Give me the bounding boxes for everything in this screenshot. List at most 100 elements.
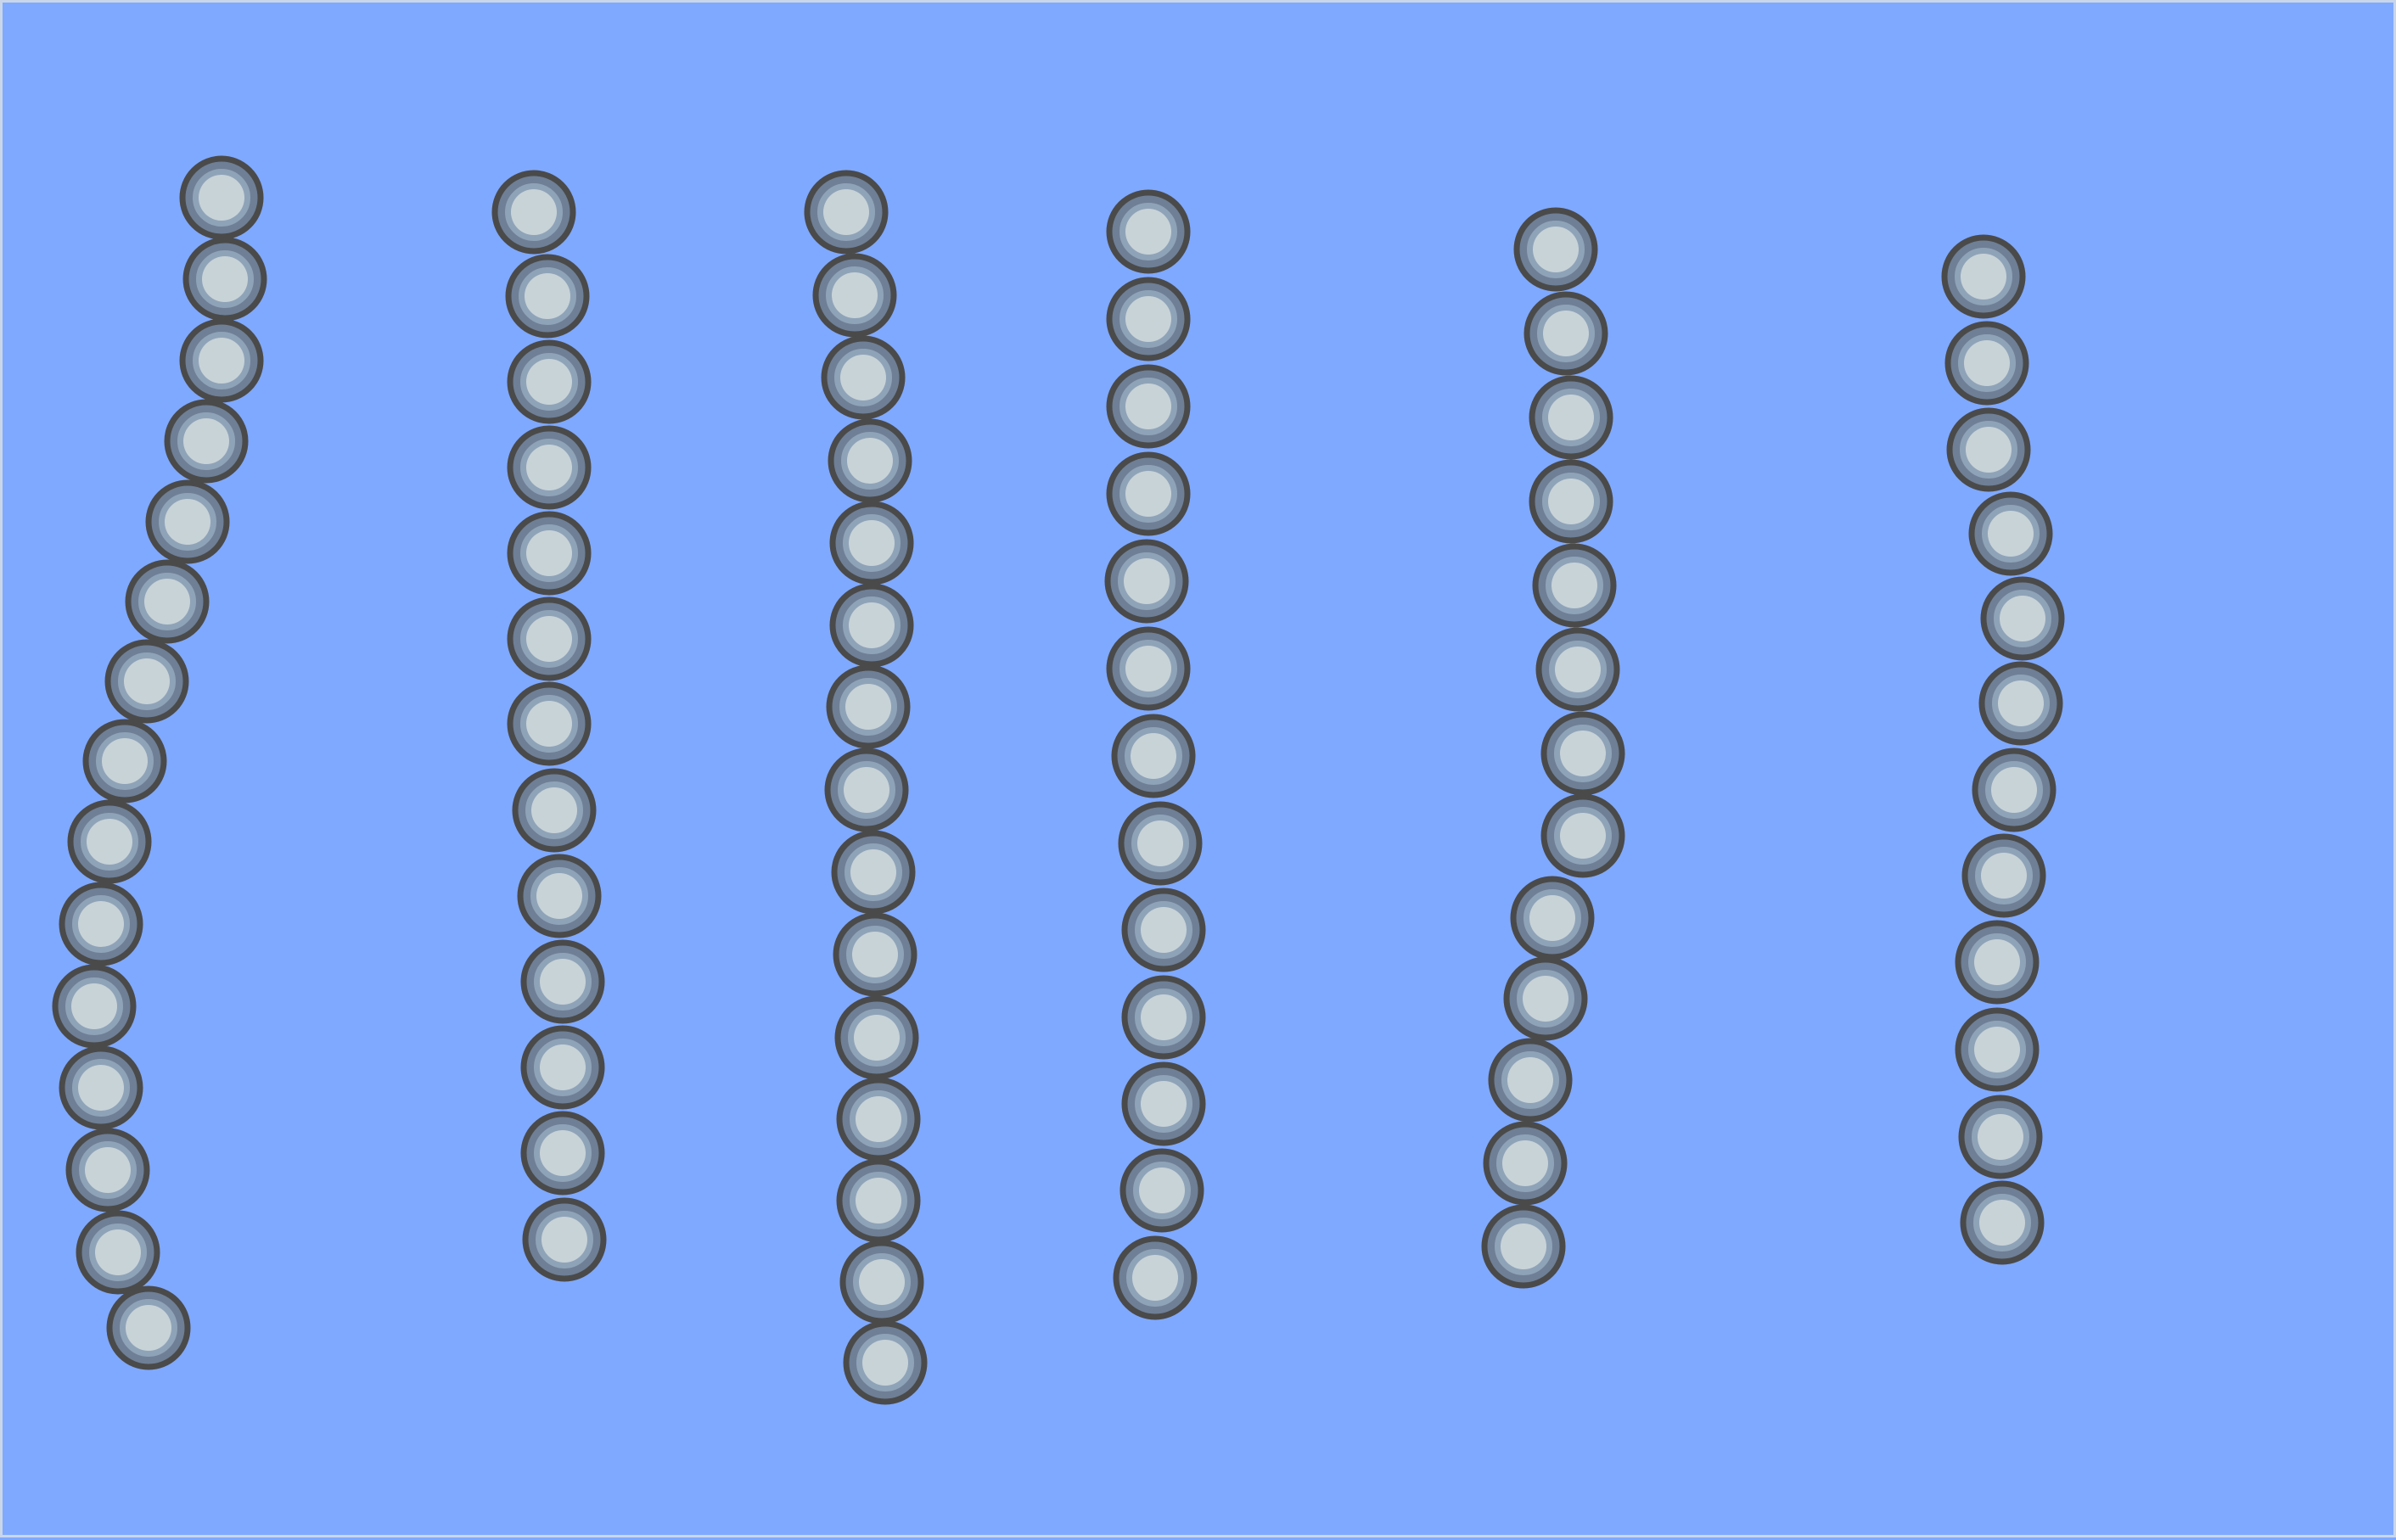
bead bbox=[829, 501, 914, 585]
bead-core bbox=[1139, 1168, 1185, 1213]
bead bbox=[1960, 1180, 2045, 1265]
bead-core bbox=[1543, 311, 1589, 356]
bead-core bbox=[2000, 596, 2045, 641]
bead bbox=[1529, 375, 1613, 460]
bead-core bbox=[1131, 733, 1176, 779]
bead bbox=[520, 939, 605, 1024]
bead bbox=[1540, 711, 1625, 796]
bead bbox=[836, 1158, 921, 1243]
bead-core bbox=[525, 273, 570, 319]
bead bbox=[106, 1285, 191, 1370]
bead bbox=[1961, 833, 2046, 918]
bead-core bbox=[832, 272, 878, 318]
bead-core bbox=[144, 579, 190, 624]
bead-core bbox=[1548, 479, 1594, 524]
bead-core bbox=[1964, 340, 2010, 386]
bead-core bbox=[1141, 907, 1187, 953]
bead-core bbox=[1555, 647, 1601, 692]
chain-1 bbox=[52, 155, 267, 1370]
bead bbox=[179, 318, 264, 403]
bead bbox=[839, 1240, 924, 1324]
bead bbox=[1111, 714, 1196, 798]
bead-core bbox=[1991, 767, 2037, 813]
bead bbox=[833, 912, 917, 997]
chain-4 bbox=[1104, 189, 1206, 1320]
bead bbox=[812, 253, 897, 338]
chain-3 bbox=[804, 170, 928, 1405]
bead-core bbox=[850, 849, 896, 895]
bead bbox=[1958, 1095, 2043, 1179]
bead bbox=[507, 596, 592, 681]
bead-core bbox=[849, 520, 895, 566]
bead bbox=[505, 254, 590, 339]
bead bbox=[65, 1128, 150, 1212]
bead-core bbox=[102, 738, 148, 784]
bead-core bbox=[1560, 813, 1606, 859]
bead-core bbox=[526, 359, 572, 405]
bead-core bbox=[847, 438, 893, 484]
bead-core bbox=[1533, 227, 1579, 272]
bead bbox=[829, 583, 914, 668]
bead-core bbox=[849, 602, 895, 648]
bead-core bbox=[1125, 296, 1171, 342]
bead-core bbox=[526, 616, 572, 662]
bead bbox=[1106, 277, 1191, 361]
bead bbox=[821, 335, 906, 420]
bead bbox=[1510, 876, 1595, 960]
bead-core bbox=[1125, 384, 1171, 429]
bead bbox=[1121, 975, 1206, 1060]
bead-core bbox=[1125, 471, 1171, 517]
bead bbox=[828, 418, 912, 503]
bead bbox=[1503, 956, 1588, 1041]
bead bbox=[67, 799, 152, 884]
bead-core bbox=[856, 1178, 901, 1224]
bead-core bbox=[1974, 939, 2020, 985]
bead bbox=[1535, 627, 1620, 712]
bead-core bbox=[199, 175, 244, 221]
bead bbox=[507, 511, 592, 596]
bead bbox=[1121, 888, 1206, 972]
bead bbox=[1941, 234, 2026, 319]
bead-core bbox=[840, 355, 886, 400]
bead-core bbox=[1966, 427, 2012, 473]
bead bbox=[1104, 539, 1189, 624]
bead bbox=[59, 882, 143, 966]
bead-core bbox=[540, 1130, 586, 1176]
bead-core bbox=[1125, 209, 1171, 255]
bead bbox=[831, 830, 916, 915]
bead-core bbox=[1137, 820, 1183, 866]
bead-core bbox=[1978, 1114, 2023, 1160]
bead bbox=[104, 639, 189, 724]
bead bbox=[82, 719, 167, 804]
bead bbox=[1481, 1204, 1566, 1289]
bead bbox=[76, 1210, 160, 1295]
bead bbox=[1980, 576, 2065, 661]
bead-core bbox=[526, 701, 572, 747]
bead-core bbox=[87, 819, 132, 865]
bead bbox=[522, 1197, 607, 1282]
bead-core bbox=[1141, 1081, 1187, 1127]
bead bbox=[1955, 920, 2040, 1005]
bead-core bbox=[126, 1305, 171, 1351]
bead bbox=[125, 559, 210, 644]
bead bbox=[59, 1045, 143, 1130]
bead-core bbox=[540, 959, 586, 1005]
bead-core bbox=[856, 1096, 901, 1142]
bead bbox=[1529, 459, 1613, 544]
bead-core bbox=[536, 873, 582, 919]
bead-core bbox=[95, 1229, 141, 1275]
bead-core bbox=[85, 1147, 131, 1193]
bead bbox=[1483, 1121, 1568, 1206]
bead-core bbox=[526, 530, 572, 576]
bead bbox=[1532, 543, 1617, 628]
bead bbox=[1955, 1007, 2040, 1092]
bead-chains-canvas bbox=[52, 155, 2065, 1405]
bead-core bbox=[854, 1015, 900, 1061]
bead-core bbox=[1988, 511, 2034, 557]
bead bbox=[804, 170, 889, 255]
bead bbox=[520, 1111, 605, 1196]
bead bbox=[145, 479, 230, 564]
bead bbox=[834, 995, 919, 1080]
bead bbox=[517, 854, 602, 938]
